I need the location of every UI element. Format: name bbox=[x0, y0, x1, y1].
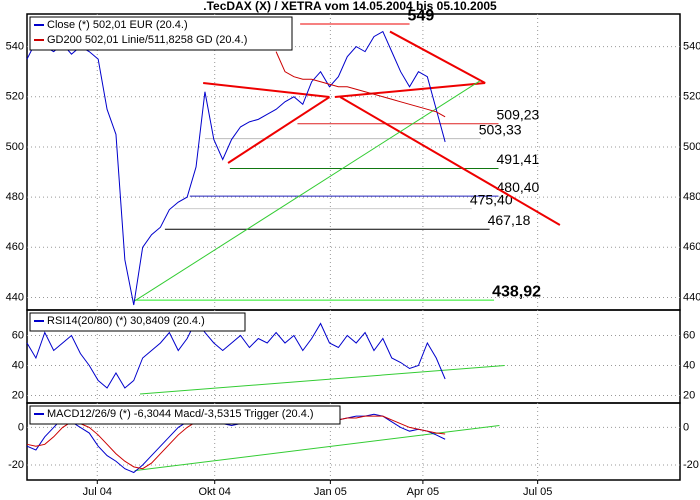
y-tick-label: 0 bbox=[18, 421, 24, 433]
trend-line bbox=[203, 81, 330, 99]
x-tick-label: Jul 05 bbox=[523, 486, 552, 498]
y-tick-label: 440 bbox=[683, 291, 700, 303]
trend-line bbox=[334, 81, 486, 99]
y-tick-label: 540 bbox=[6, 41, 24, 53]
level-label: 491,41 bbox=[497, 151, 540, 167]
trend-line bbox=[139, 365, 505, 395]
series-line bbox=[275, 51, 446, 118]
trend-line bbox=[339, 96, 561, 226]
legend bbox=[29, 405, 341, 425]
y-tick-label: 460 bbox=[6, 241, 24, 253]
x-tick-label: Apr 05 bbox=[407, 486, 439, 498]
legend bbox=[29, 312, 246, 332]
y-tick-label: 520 bbox=[683, 91, 700, 103]
trend-line bbox=[389, 30, 486, 84]
chart-title: .TecDAX (X) / XETRA vom 14.05.2004 bis 0… bbox=[203, 0, 497, 13]
y-tick-label: 40 bbox=[12, 359, 24, 371]
y-tick-label: 540 bbox=[683, 41, 700, 53]
level-label: 438,92 bbox=[492, 283, 541, 300]
y-tick-label: 500 bbox=[6, 141, 24, 153]
legend-label: MACD12/26/9 (*) -6,3044 Macd/-3,5315 Tri… bbox=[47, 408, 314, 420]
level-label: 480,40 bbox=[497, 179, 540, 195]
legend-label: GD200 502,01 Linie/511,8258 GD (20.4.) bbox=[47, 34, 247, 46]
level-label: 549 bbox=[408, 7, 435, 24]
level-label: 467,18 bbox=[488, 212, 531, 228]
y-tick-label: 500 bbox=[683, 141, 700, 153]
legend-label: Close (*) 502,01 EUR (20.4.) bbox=[47, 19, 188, 31]
series-line bbox=[26, 319, 446, 389]
y-tick-label: 480 bbox=[683, 191, 700, 203]
y-tick-label: 440 bbox=[6, 291, 24, 303]
y-tick-label: 460 bbox=[683, 241, 700, 253]
legend-label: RSI14(20/80) (*) 30,8409 (20.4.) bbox=[47, 315, 205, 327]
y-tick-label: 0 bbox=[683, 421, 689, 433]
trend-line bbox=[134, 80, 481, 302]
y-tick-label: 20 bbox=[12, 389, 24, 401]
y-tick-label: -20 bbox=[8, 459, 24, 471]
y-tick-label: 40 bbox=[683, 359, 695, 371]
y-tick-label: 480 bbox=[6, 191, 24, 203]
panel bbox=[26, 402, 681, 481]
level-label: 509,23 bbox=[497, 106, 540, 122]
level-label: 475,40 bbox=[470, 191, 513, 207]
x-tick-label: Jul 04 bbox=[83, 486, 112, 498]
y-tick-label: 520 bbox=[6, 91, 24, 103]
y-tick-label: -20 bbox=[683, 459, 699, 471]
x-tick-label: Okt 04 bbox=[199, 486, 231, 498]
series-line bbox=[26, 411, 446, 474]
y-tick-label: 20 bbox=[683, 389, 695, 401]
y-tick-label: 60 bbox=[12, 329, 24, 341]
legend bbox=[29, 16, 293, 51]
series-line bbox=[26, 30, 446, 306]
x-tick-label: Jan 05 bbox=[314, 486, 347, 498]
y-tick-label: 60 bbox=[683, 329, 695, 341]
trend-line bbox=[227, 96, 331, 164]
level-label: 503,33 bbox=[479, 121, 522, 137]
